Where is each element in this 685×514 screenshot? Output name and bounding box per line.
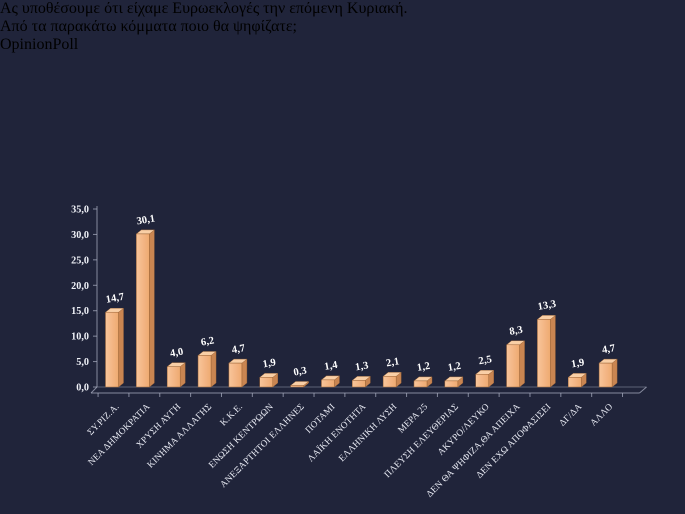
y-axis-label: 10,0 bbox=[71, 332, 89, 343]
bar-chart: 0,0 5,0 10,0 15,0 20,0 25,0 30,0 35,0 14,7ΣΥ.ΡΙΖ… bbox=[71, 205, 647, 500]
bar-side-face bbox=[210, 351, 217, 388]
bar-value-label: 30,1 bbox=[136, 213, 156, 227]
bar-front-face bbox=[136, 233, 150, 388]
bar-side-face bbox=[241, 358, 248, 388]
bar-front-face bbox=[259, 377, 273, 388]
bar-front-face bbox=[413, 380, 428, 388]
bar-front-face bbox=[537, 319, 551, 388]
category-label: ΛΑΪΚΗ ΕΝΟΤΗΤΑ bbox=[305, 401, 369, 465]
bar-value-label: 8,3 bbox=[509, 325, 524, 338]
bar-front-face bbox=[166, 366, 181, 388]
bar-front-face bbox=[290, 385, 304, 388]
y-axis-label: 25,0 bbox=[71, 255, 89, 266]
bar-front-face bbox=[598, 362, 613, 388]
question-title-line2: Από τα παρακάτω κόμματα ποιο θα ψηφίζατε… bbox=[0, 18, 297, 35]
bar-front-face bbox=[475, 374, 489, 388]
question-title: Ας υποθέσουμε ότι είχαμε Ευρωεκλογές την… bbox=[0, 0, 685, 36]
y-axis-label: 15,0 bbox=[71, 306, 89, 317]
bar-side-face bbox=[611, 358, 618, 388]
y-axis-label: 30,0 bbox=[71, 230, 89, 241]
category-label: ΑΛΛΟ bbox=[589, 402, 615, 428]
bar-front-face bbox=[352, 380, 366, 388]
category-label: Κ.Κ.Ε. bbox=[219, 402, 245, 428]
bar-value-label: 4,0 bbox=[169, 347, 184, 360]
bar-side-face bbox=[519, 340, 525, 388]
y-axis-label: 35,0 bbox=[71, 205, 89, 216]
floor-left-edge bbox=[90, 386, 98, 394]
bar-side-face bbox=[118, 307, 124, 388]
bar-front-face bbox=[228, 362, 243, 388]
bar-value-label: 1,9 bbox=[570, 357, 585, 370]
bar-value-label: 1,2 bbox=[416, 361, 431, 374]
brand-name-opinion: Opinion bbox=[0, 36, 53, 53]
bar-front-face bbox=[321, 379, 335, 388]
y-axis-label: 20,0 bbox=[71, 281, 89, 292]
opinionpoll-logo: OpinionPoll bbox=[0, 36, 685, 54]
bar-value-label: 2,1 bbox=[385, 356, 400, 369]
category-label: ΕΛΛΗΝΙΚΗ ΛΥΣΗ bbox=[337, 402, 399, 464]
question-title-line1: Ας υποθέσουμε ότι είχαμε Ευρωεκλογές την… bbox=[0, 0, 408, 17]
bar-group: 4,7 Κ.Κ.Ε. bbox=[219, 343, 248, 428]
bar-side-face bbox=[149, 229, 155, 388]
bar-group: 14,7ΣΥ.ΡΙΖ.Α. bbox=[86, 292, 126, 438]
bar-front-face bbox=[568, 377, 582, 388]
bar-front-face bbox=[382, 376, 397, 388]
bar-value-label: 14,7 bbox=[105, 292, 126, 306]
bar-front-face bbox=[444, 380, 459, 388]
bar-group: 4,7 ΑΛΛΟ bbox=[589, 343, 618, 428]
bar-value-label: 0,3 bbox=[293, 365, 308, 378]
bar-group: 2,1 ΕΛΛΗΝΙΚΗ ΛΥΣΗ bbox=[337, 356, 402, 464]
bar-front-face bbox=[105, 311, 119, 388]
bar-value-label: 2,5 bbox=[478, 354, 493, 367]
bar-value-label: 1,9 bbox=[262, 357, 277, 370]
bar-front-face bbox=[197, 355, 212, 388]
bar-value-label: 13,3 bbox=[537, 299, 557, 313]
bar-value-label: 6,2 bbox=[200, 335, 215, 348]
floor-right-edge bbox=[639, 386, 647, 394]
y-axis-label: 5,0 bbox=[76, 357, 89, 368]
bar-value-label: 1,4 bbox=[324, 360, 340, 373]
bar-value-label: 1,2 bbox=[447, 361, 462, 374]
brand-name: OpinionPoll bbox=[0, 36, 685, 54]
bar-value-label: 4,7 bbox=[601, 343, 617, 356]
bar-side-face bbox=[550, 314, 556, 388]
brand-name-poll: Poll bbox=[52, 36, 79, 53]
bar-value-label: 1,3 bbox=[354, 360, 369, 373]
y-axis-label: 0,0 bbox=[76, 383, 89, 394]
category-label: ΔΓ/ΔΑ bbox=[558, 402, 585, 429]
bar-front-face bbox=[506, 344, 520, 388]
bar-value-label: 4,7 bbox=[231, 343, 247, 356]
